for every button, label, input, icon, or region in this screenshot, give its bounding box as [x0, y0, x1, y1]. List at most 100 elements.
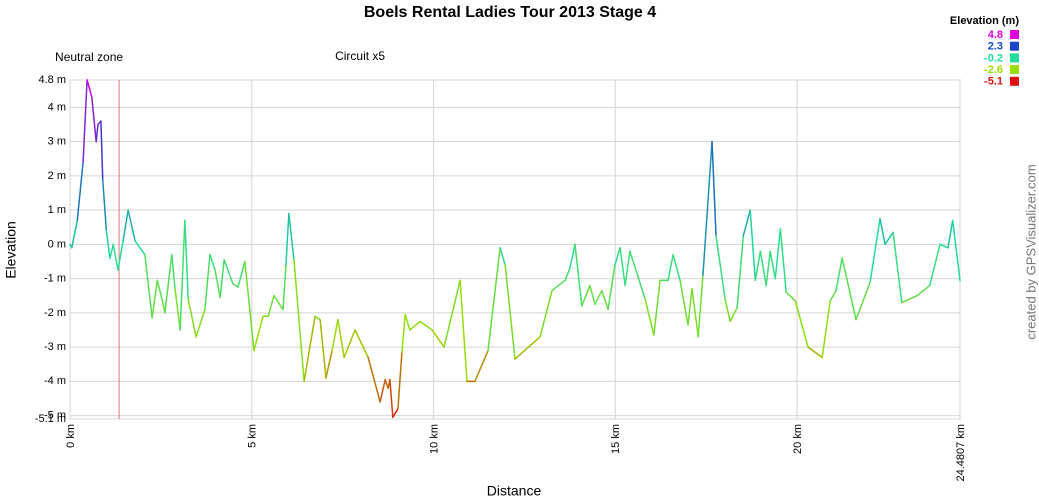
chart-title: Boels Rental Ladies Tour 2013 Stage 4 — [364, 4, 656, 21]
x-tick-label: 10 km — [428, 424, 440, 454]
elevation-segment — [551, 279, 566, 292]
elevation-segment — [409, 320, 421, 331]
elevation-segment — [794, 300, 809, 348]
elevation-segment — [765, 250, 771, 287]
elevation-segment — [879, 217, 886, 246]
elevation-segment — [354, 329, 369, 359]
elevation-segment — [86, 79, 93, 98]
elevation-segment — [156, 279, 163, 300]
elevation-segment — [769, 250, 777, 280]
elevation-segment — [404, 313, 411, 331]
elevation-segment — [82, 79, 88, 163]
elevation-segment — [607, 264, 616, 311]
elevation-segment — [401, 313, 406, 353]
y-tick-label: 4 m — [48, 101, 66, 113]
elevation-segment — [171, 253, 176, 290]
elevation-segment — [112, 243, 119, 271]
elevation-segment — [187, 298, 197, 338]
elevation-segment — [574, 243, 583, 307]
elevation-segment — [749, 209, 757, 282]
legend-label: -0.2 — [984, 52, 1003, 64]
elevation-segment — [624, 250, 631, 287]
elevation-segment — [951, 219, 961, 282]
y-tick-label: -4 m — [44, 375, 66, 387]
credit: created by GPSVisualizer.com — [1023, 164, 1038, 339]
elevation-segment — [195, 308, 206, 338]
elevation-segment — [855, 281, 871, 321]
x-tick-label: 24.4807 km — [955, 424, 967, 481]
elevation-segment — [869, 217, 881, 283]
y-axis-label: Elevation — [3, 221, 19, 279]
elevation-segment — [679, 279, 689, 326]
elevation-segment — [293, 259, 305, 383]
elevation-segment — [785, 291, 797, 302]
y-tick-label: -5 m — [44, 409, 66, 421]
elevation-segment — [237, 260, 246, 288]
elevation-segment — [759, 250, 767, 287]
elevation-segment — [884, 231, 894, 246]
elevation-segment — [601, 289, 609, 311]
elevation-segment — [667, 253, 674, 282]
elevation-segment — [331, 318, 339, 352]
elevation-segment — [653, 279, 661, 336]
y-tick-label: 4.8 m — [38, 74, 66, 86]
elevation-segment — [179, 219, 186, 331]
elevation-segment — [127, 209, 136, 242]
y-tick-label: 1 m — [48, 204, 66, 216]
elevation-segment — [892, 231, 903, 304]
elevation-segment — [742, 209, 751, 237]
elevation-segment — [939, 243, 949, 249]
elevation-segment — [337, 318, 345, 359]
elevation-segment — [504, 264, 516, 360]
elevation-segment — [697, 274, 704, 338]
elevation-segment — [209, 253, 216, 271]
elevation-segment — [392, 407, 399, 419]
y-tick-label: -3 m — [44, 341, 66, 353]
elevation-segment — [267, 294, 275, 318]
x-tick-label: 20 km — [792, 424, 804, 454]
elevation-segment — [619, 247, 626, 287]
elevation-segment — [244, 260, 255, 352]
elevation-segment — [715, 235, 726, 300]
elevation-segment — [702, 140, 713, 276]
y-tick-label: -2 m — [44, 307, 66, 319]
elevation-segment — [564, 267, 571, 282]
elevation-segment — [174, 288, 181, 331]
elevation-segment — [629, 250, 646, 300]
elevation-segment — [214, 269, 221, 299]
elevation-segment — [319, 318, 327, 379]
elevation-segment — [325, 349, 333, 379]
elevation-segment — [774, 228, 782, 280]
elevation-segment — [754, 250, 762, 282]
y-tick-label: 2 m — [48, 170, 66, 182]
elevation-segment — [829, 289, 837, 302]
x-axis-label: Distance — [487, 483, 542, 499]
elevation-segment — [134, 240, 146, 256]
elevation-segment — [691, 288, 699, 338]
elevation-segment — [288, 212, 295, 261]
elevation-segment — [687, 288, 693, 326]
elevation-segment — [901, 294, 918, 304]
elevation-segment — [184, 219, 189, 300]
x-tick-label: 0 km — [65, 424, 77, 448]
elevation-segment — [821, 300, 831, 359]
elevation-segment — [644, 298, 655, 336]
legend-label: -5.1 — [984, 76, 1003, 88]
elevation-segment — [367, 356, 381, 403]
elevation-segment — [807, 346, 823, 359]
legend-swatch — [1010, 53, 1019, 63]
elevation-segment — [569, 243, 576, 270]
elevation-segment — [835, 257, 843, 292]
legend-label: 4.8 — [988, 29, 1003, 41]
legend-swatch — [1010, 41, 1019, 51]
elevation-segment — [736, 235, 745, 309]
x-tick-label: 5 km — [247, 424, 259, 448]
legend-title: Elevation (m) — [950, 15, 1019, 27]
elevation-segment — [122, 209, 129, 242]
elevation-segment — [929, 243, 941, 287]
elevation-segment — [539, 289, 553, 338]
elevation-segment — [100, 120, 104, 181]
elevation-segment — [223, 259, 234, 285]
elevation-segment — [916, 284, 931, 297]
elevation-segment — [117, 240, 124, 271]
